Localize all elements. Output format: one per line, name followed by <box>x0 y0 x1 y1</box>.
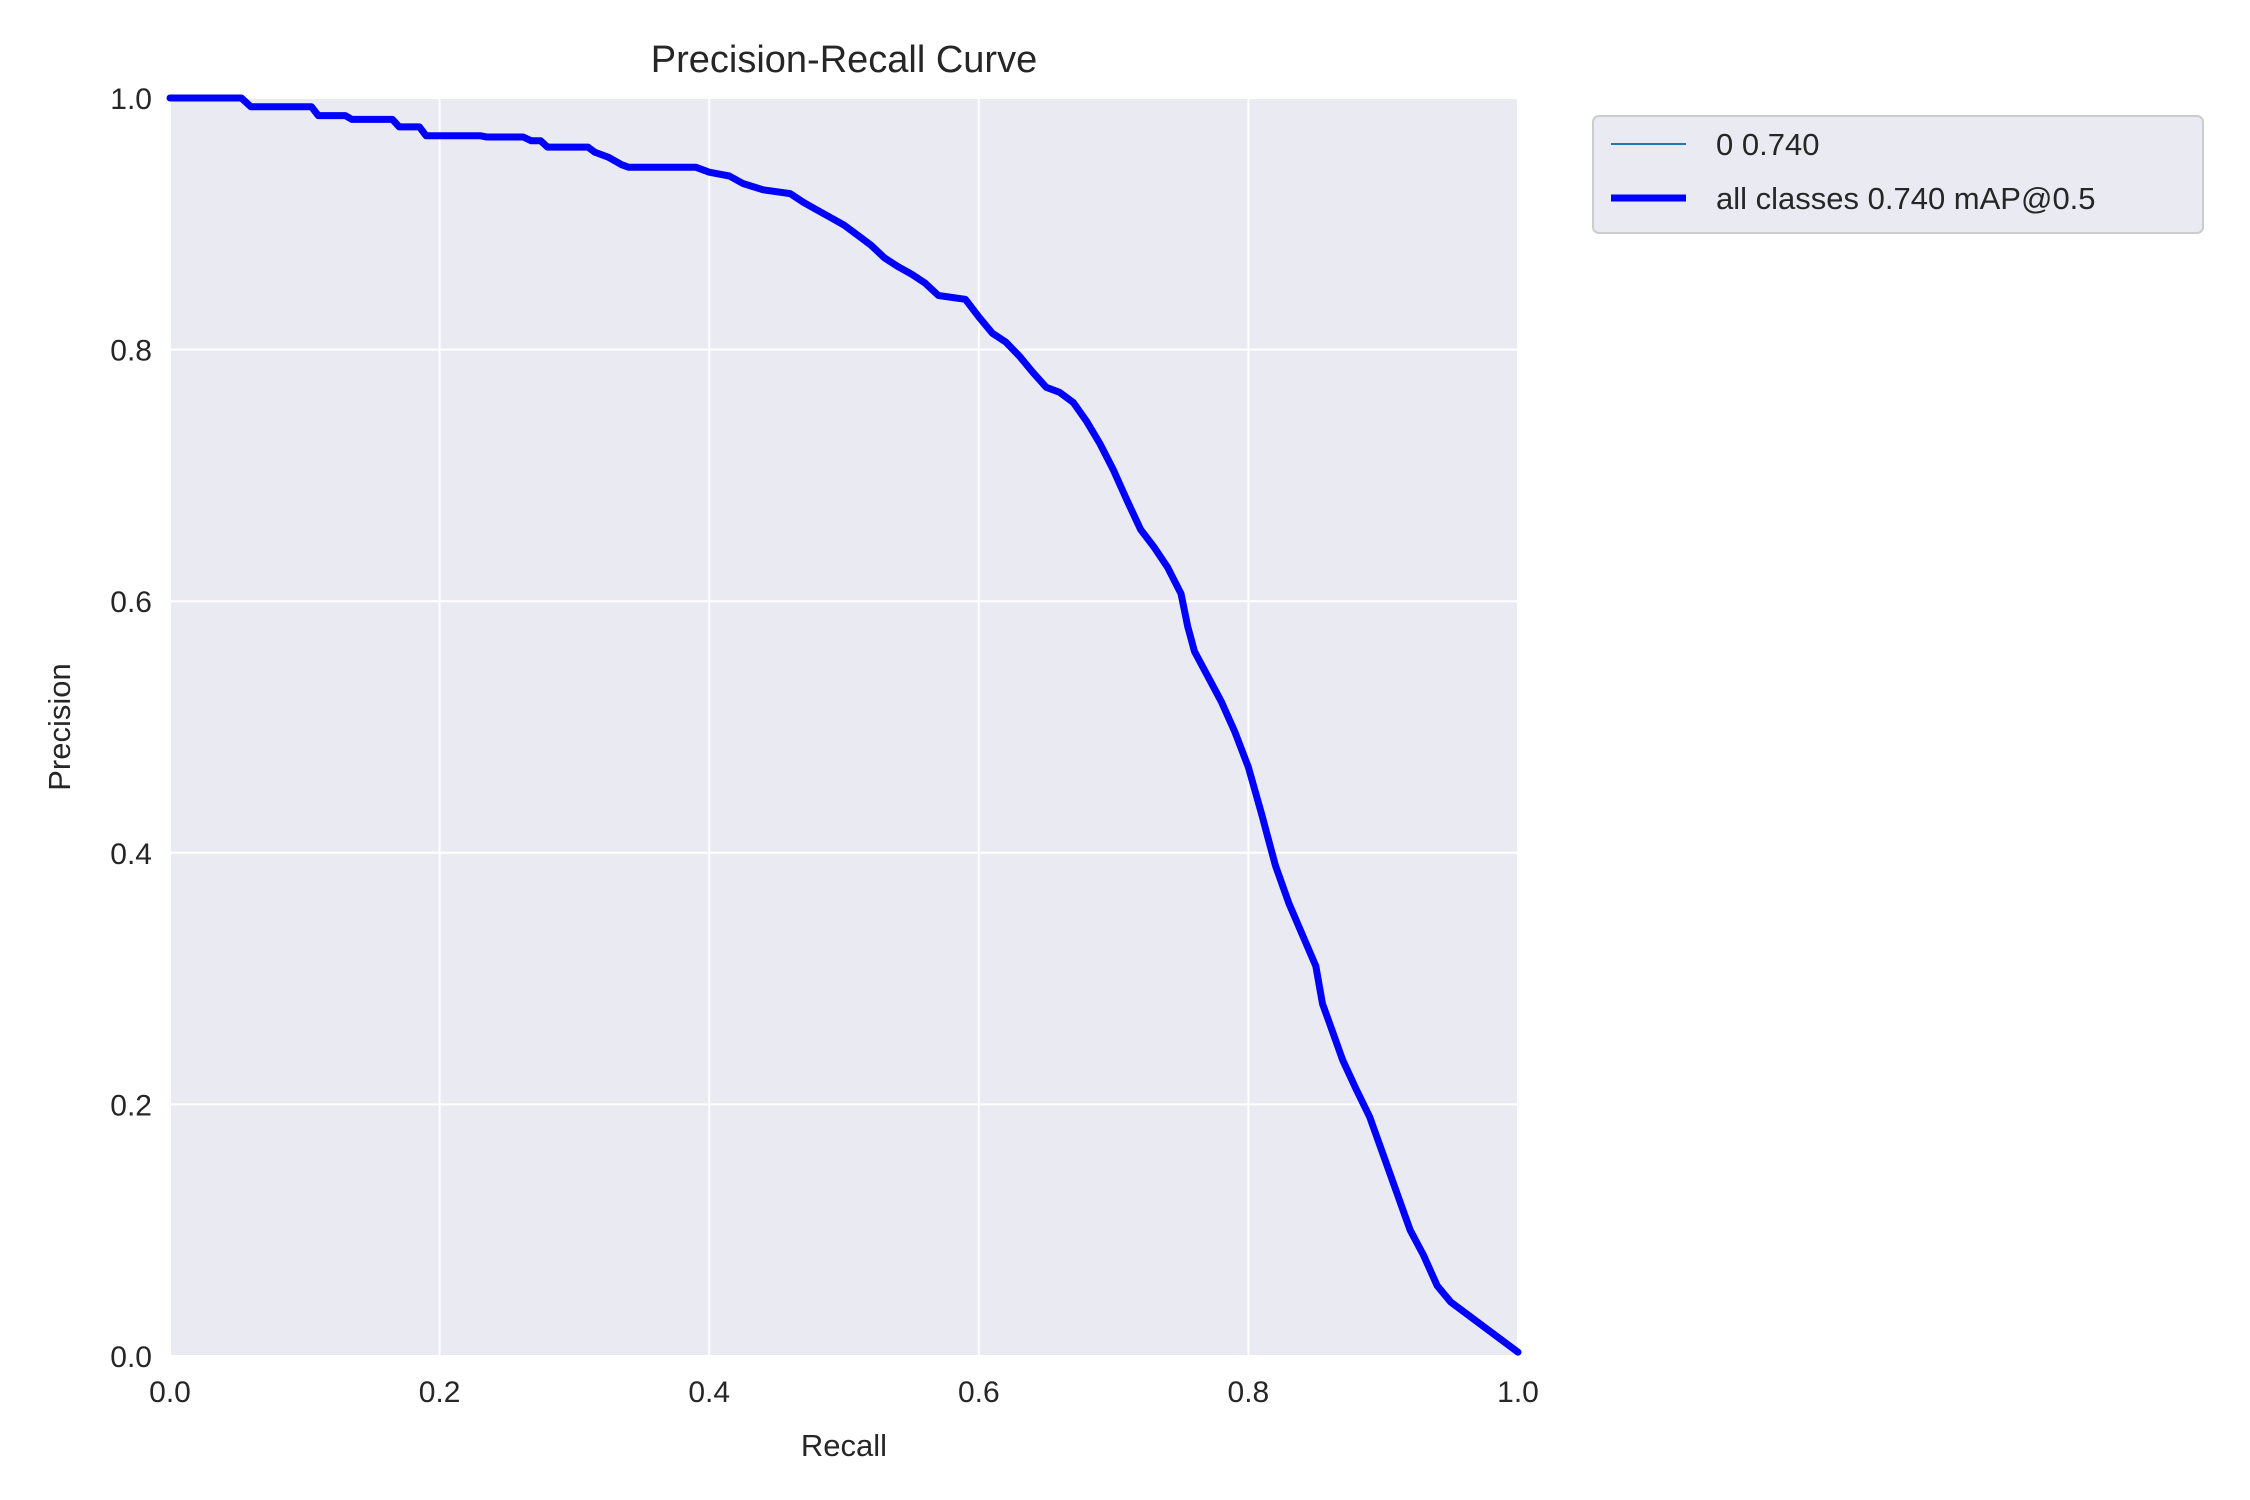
x-tick-label: 0.4 <box>688 1376 730 1409</box>
y-axis-label: Precision <box>42 663 77 791</box>
y-tick-labels: 0.0 0.2 0.4 0.6 0.8 1.0 <box>110 83 152 1374</box>
y-tick-label: 0.2 <box>110 1089 152 1122</box>
legend-label-series-0: 0 0.740 <box>1716 127 1819 162</box>
legend-label-series-1: all classes 0.740 mAP@0.5 <box>1716 181 2096 216</box>
x-axis-label: Recall <box>801 1428 887 1463</box>
x-tick-label: 1.0 <box>1497 1376 1539 1409</box>
y-tick-label: 0.6 <box>110 586 152 619</box>
x-tick-label: 0.8 <box>1228 1376 1270 1409</box>
legend-box <box>1592 115 2204 234</box>
chart-title: Precision-Recall Curve <box>651 39 1037 81</box>
legend: 0 0.740 all classes 0.740 mAP@0.5 <box>1592 115 2204 234</box>
series-layer <box>166 94 1522 1356</box>
grid-lines <box>169 97 1519 1357</box>
y-tick-label: 0.4 <box>110 838 152 871</box>
y-tick-label: 1.0 <box>110 83 152 116</box>
x-tick-label: 0.2 <box>419 1376 461 1409</box>
x-tick-labels: 0.0 0.2 0.4 0.6 0.8 1.0 <box>149 1376 1539 1409</box>
x-tick-label: 0.6 <box>958 1376 1000 1409</box>
x-tick-label: 0.0 <box>149 1376 191 1409</box>
plot-area <box>170 98 1518 1356</box>
y-tick-label: 0.8 <box>110 335 152 368</box>
y-tick-label: 0.0 <box>110 1341 152 1374</box>
series-line-1 <box>166 94 1522 1356</box>
